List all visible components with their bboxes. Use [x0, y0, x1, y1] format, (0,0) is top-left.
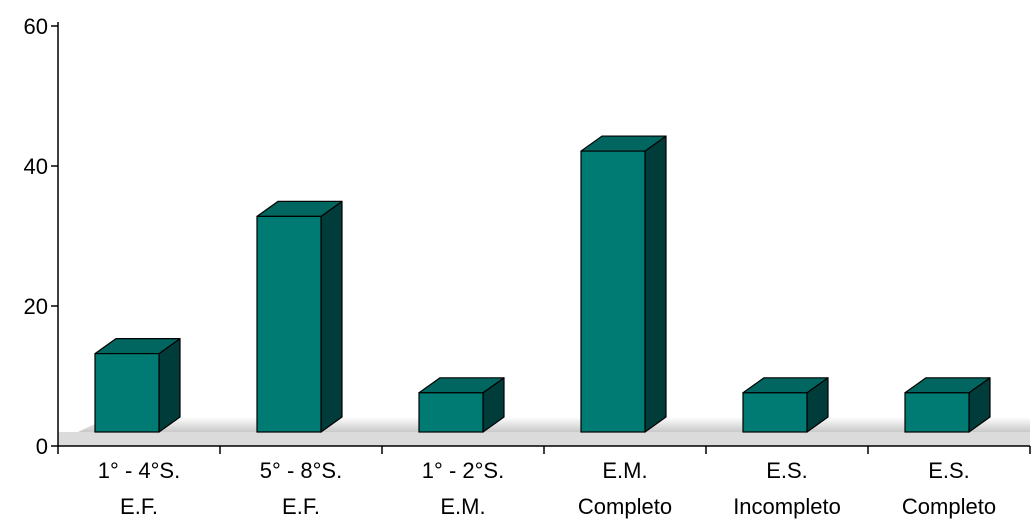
bar-front	[256, 215, 322, 433]
bars	[94, 135, 991, 433]
bar-front	[580, 150, 646, 433]
x-tick-label: E.F.	[120, 494, 158, 519]
x-tick-label: E.M.	[602, 458, 647, 483]
bar-front	[418, 392, 484, 433]
x-tick-label: 1° - 2°S.	[422, 458, 504, 483]
bar-front	[94, 353, 160, 433]
x-tick-label: E.S.	[766, 458, 808, 483]
bar-side	[320, 200, 343, 433]
bar-side	[644, 135, 667, 433]
x-tick-label: 5° - 8°S.	[260, 458, 342, 483]
chart-floor	[58, 417, 1030, 446]
labels: 0 20 40 60 1° - 4°S. E.F. 5° - 8°S. E.F. 1° - 2°…	[24, 14, 997, 519]
bar	[742, 377, 829, 433]
y-tick-label: 0	[36, 434, 48, 459]
bar	[418, 377, 505, 433]
x-tick-label: Incompleto	[733, 494, 841, 519]
bar-front	[904, 392, 970, 433]
y-tick-label: 60	[24, 14, 48, 39]
axes	[51, 22, 1031, 454]
y-tick-label: 20	[24, 294, 48, 319]
x-tick-label: Completo	[902, 494, 996, 519]
x-tick-label: E.M.	[440, 494, 485, 519]
x-tick-label: E.F.	[282, 494, 320, 519]
x-tick-label: Completo	[578, 494, 672, 519]
bar-front	[742, 392, 808, 433]
x-tick-label: E.S.	[928, 458, 970, 483]
bar	[580, 135, 667, 433]
y-tick-label: 40	[24, 154, 48, 179]
chart-floor-shadow	[78, 417, 1030, 432]
bar	[94, 338, 181, 433]
bar-side	[158, 338, 181, 433]
bar	[904, 377, 991, 433]
x-tick-label: 1° - 4°S.	[98, 458, 180, 483]
bar	[256, 200, 343, 433]
chart-floor-front	[58, 432, 1030, 446]
